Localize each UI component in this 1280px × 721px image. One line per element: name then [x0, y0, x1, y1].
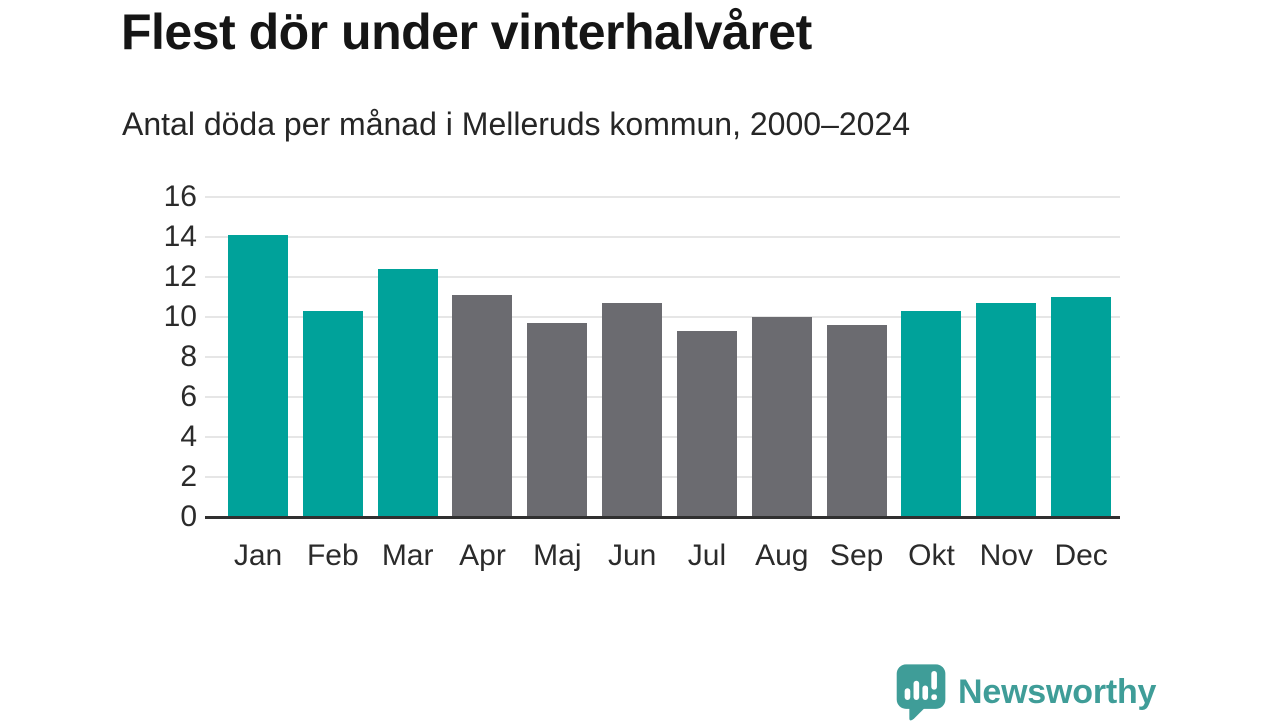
x-tick-label-jun: Jun — [607, 539, 657, 572]
plot-area: 0 2 4 6 8 10 12 14 16 Jan Feb Mar Apr Maj Jun Jul Aug Se… — [164, 182, 1120, 571]
y-tick-label-0: 0 — [180, 500, 197, 533]
x-tick-label-okt: Okt — [908, 539, 955, 572]
y-tick-label-4: 4 — [180, 420, 197, 453]
x-tick-label-jan: Jan — [233, 539, 283, 572]
bar-jan — [228, 235, 288, 517]
x-tick-label-sep: Sep — [829, 539, 884, 572]
x-tick-label-mar: Mar — [381, 539, 434, 572]
y-tick-label-16: 16 — [163, 180, 197, 213]
gridline-y14 — [205, 236, 1120, 238]
gridline-y10 — [205, 316, 1120, 318]
bar-nov — [976, 303, 1037, 517]
bar-mar — [377, 269, 438, 517]
x-axis-line — [205, 516, 1120, 519]
chart-subtitle: Antal döda per månad i Melleruds kommun,… — [122, 106, 911, 142]
bar-jul — [676, 331, 737, 517]
x-tick-label-dec: Dec — [1054, 539, 1108, 572]
gridline-y6 — [205, 396, 1120, 398]
newsworthy-wordmark: Newsworthy — [958, 672, 1157, 711]
newsworthy-speech-bubble-chart-icon — [896, 664, 946, 721]
gridline-y2 — [205, 476, 1120, 478]
y-tick-label-14: 14 — [163, 220, 197, 253]
y-tick-label-8: 8 — [180, 340, 197, 373]
gridline-y16 — [205, 196, 1120, 198]
x-tick-label-maj: Maj — [533, 539, 582, 572]
x-tick-label-aug: Aug — [755, 539, 809, 572]
bar-okt — [901, 311, 962, 517]
x-tick-label-nov: Nov — [979, 539, 1033, 572]
x-tick-label-jul: Jul — [687, 539, 727, 572]
bar-apr — [452, 295, 513, 517]
gridline-y8 — [205, 356, 1120, 358]
x-tick-label-feb: Feb — [306, 539, 359, 572]
y-tick-label-10: 10 — [163, 300, 197, 333]
bar-sep — [826, 325, 887, 517]
chart-title: Flest dör under vinterhalvåret — [121, 4, 812, 60]
bar-dec — [1051, 297, 1112, 517]
bar-maj — [527, 323, 588, 517]
y-tick-label-2: 2 — [180, 460, 197, 493]
gridline-y4 — [205, 436, 1120, 438]
y-tick-label-12: 12 — [163, 260, 197, 293]
newsworthy-logo: Newsworthy — [895, 663, 1156, 721]
x-tick-label-apr: Apr — [459, 539, 506, 572]
bar-jun — [602, 303, 663, 517]
gridline-y12 — [205, 276, 1120, 278]
bar-feb — [302, 311, 363, 517]
bar-aug — [751, 317, 812, 517]
y-tick-label-6: 6 — [180, 380, 197, 413]
